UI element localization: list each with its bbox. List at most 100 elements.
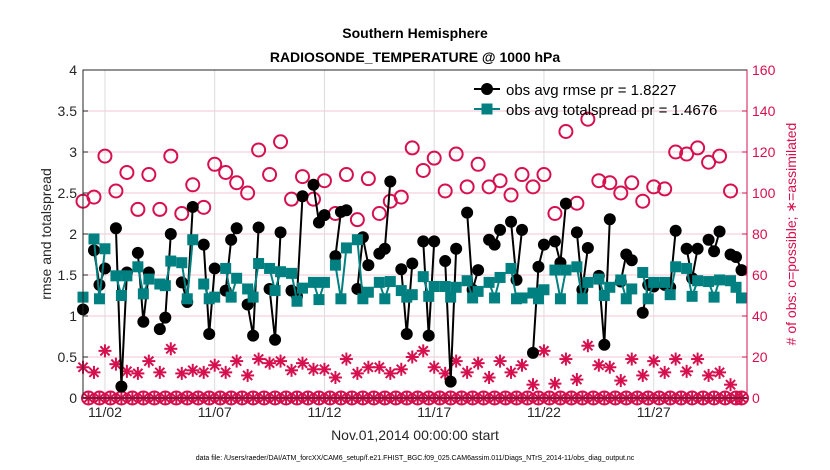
spread-marker [461,275,473,287]
spread-marker [483,276,495,288]
spread-marker [467,292,479,304]
spread-marker [637,267,649,279]
spread-marker [659,276,671,288]
rmse-marker [708,245,721,258]
assimilated-count-marker [383,366,397,380]
spread-marker [604,281,616,293]
assimilated-count-marker [208,358,222,372]
y-tick-label: 1.5 [58,267,78,283]
rmse-marker [537,238,550,251]
assimilated-count-marker [339,352,353,366]
possible-count-marker [404,140,420,156]
spread-marker [714,274,726,286]
rmse-marker [735,264,748,277]
rmse-marker [505,215,518,228]
assimilated-count-marker [109,357,123,371]
assimilated-count-marker [317,362,331,376]
y-axis-left: 0 0.5 1 1.5 2 2.5 3 3.5 4 [58,62,88,406]
x-tick-label: 11/27 [637,404,671,420]
rmse-marker [384,175,397,188]
assimilated-count-marker [274,354,288,368]
rmse-marker [450,242,463,255]
possible-count-marker [393,189,409,205]
rmse-marker [340,204,353,217]
grid [83,70,747,398]
spread-marker [275,266,287,278]
spread-marker [121,270,133,282]
rmse-marker [115,380,128,393]
spread-marker [648,276,660,288]
spread-marker [692,275,704,287]
rmse-marker [197,238,210,251]
spread-marker [220,262,232,274]
possible-count-marker [152,201,168,217]
assimilated-count-marker [285,363,299,377]
assimilated-count-marker [570,373,584,387]
spread-marker [379,293,391,305]
assimilated-count-marker [405,350,419,364]
assimilated-count-marker [592,358,606,372]
x-tick-label: 11/22 [527,404,561,420]
spread-marker [527,287,539,299]
assimilated-count-marker [219,365,233,379]
spread-marker [445,291,457,303]
spread-marker [406,289,418,301]
spread-marker [165,255,177,267]
spread-marker [362,286,374,298]
spread-marker [357,293,369,305]
rmse-marker [680,242,693,255]
y-right-tick-label: 0 [752,390,760,406]
assimilated-count-marker [559,352,573,366]
assimilated-count-marker [197,365,211,379]
rmse-marker [713,225,726,238]
possible-count-marker [657,181,673,197]
spread-marker [313,294,325,306]
assimilated-count-marker [142,354,156,368]
rmse-marker [93,278,106,291]
possible-count-marker [426,150,442,166]
spread-marker [686,290,698,302]
spread-marker [181,293,193,305]
assimilated-count-marker [87,365,101,379]
rmse-marker [400,328,413,341]
possible-count-marker [514,167,530,183]
assimilated-count-marker [361,360,375,374]
possible-count-marker [459,179,475,195]
spread-marker [620,293,632,305]
rmse-marker [131,246,144,259]
rmse-marker [208,262,221,275]
rmse-marker [329,250,342,263]
spread-marker [642,293,654,305]
rmse-marker [494,223,507,236]
rmse-marker [203,328,216,341]
possible-count-marker [218,165,234,180]
spread-marker [626,283,638,295]
possible-count-marker [591,173,607,189]
x-axis: 11/02 11/07 11/12 11/17 11/22 11/27 [88,393,671,420]
y-tick-label: 3 [69,144,77,160]
assimilated-count-marker [296,356,310,370]
possible-count-marker [273,134,289,150]
assimilated-count-marker [658,365,672,379]
assimilated-count-marker [625,352,639,366]
possible-count-marker [360,171,376,187]
y-tick-label: 0 [69,390,77,406]
spread-marker [115,290,127,301]
rmse-marker [98,262,111,275]
possible-count-marker [712,148,728,164]
possible-count-marker [207,156,223,172]
assimilated-count-marker [328,371,342,384]
assimilated-count-marker [350,366,364,380]
assimilated-count-marker [394,362,408,376]
spread-marker [571,261,583,273]
possible-count-marker [613,185,629,201]
rmse-marker [428,235,441,248]
spread-marker [489,292,501,304]
spread-marker [286,267,298,279]
x-tick-label: 11/02 [88,404,122,420]
x-tick-label: 11/07 [198,404,232,420]
spread-marker [439,280,451,292]
possible-count-marker [174,206,190,221]
spread-marker [351,234,363,246]
